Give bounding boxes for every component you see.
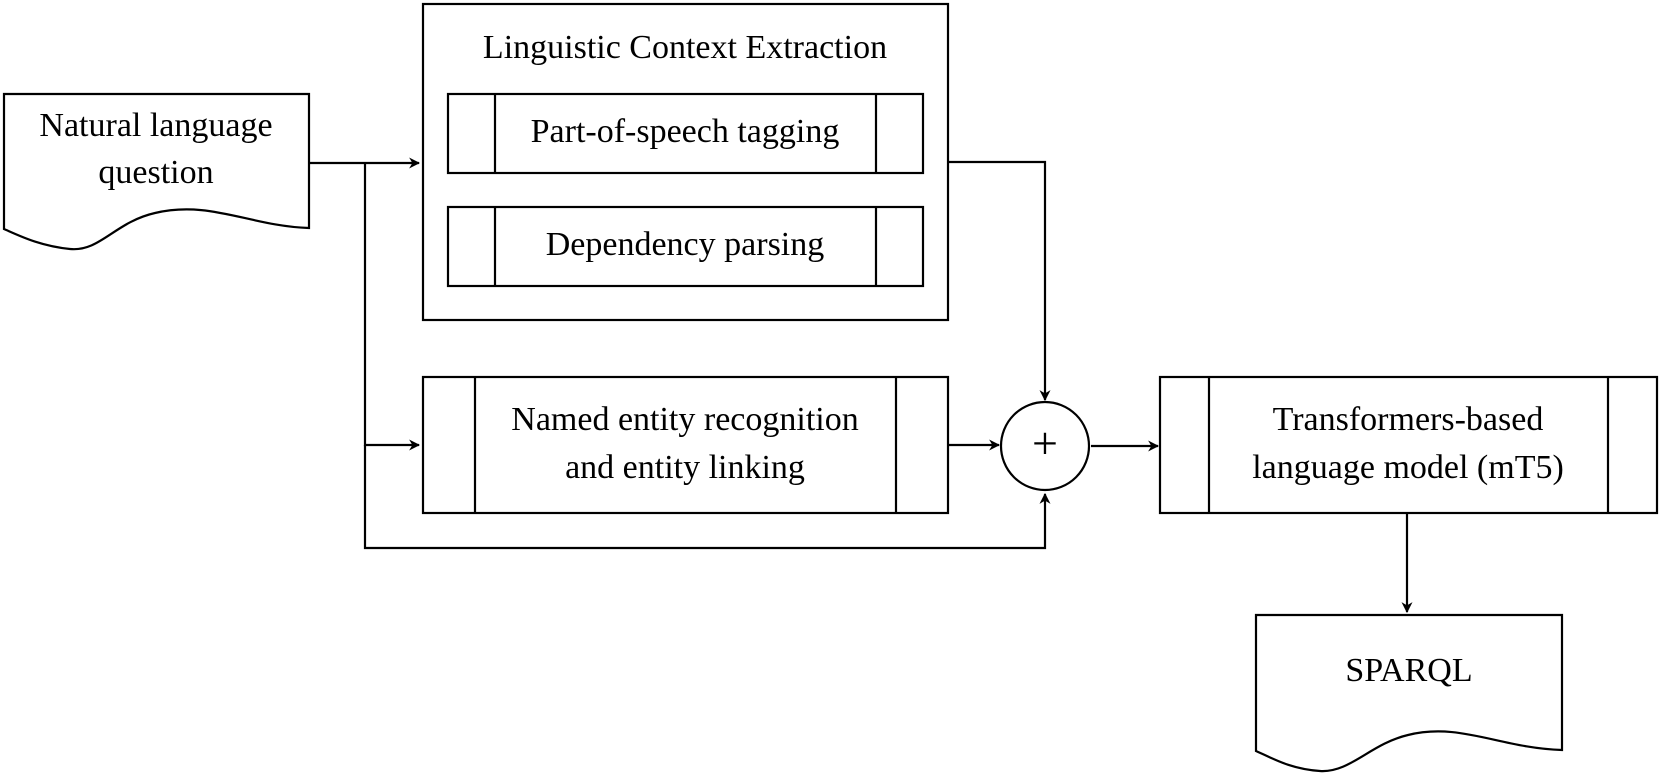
model-box xyxy=(1158,375,1659,515)
context-extraction-group: Linguistic Context Extraction Part-of-sp… xyxy=(421,2,950,322)
model-label-line2: language model (mT5) xyxy=(1252,449,1564,486)
dependency-parsing-box xyxy=(446,205,925,288)
model-label-line1: Transformers-based xyxy=(1273,401,1544,438)
ner-box xyxy=(421,375,950,515)
plus-icon: + xyxy=(1032,418,1058,469)
edge-context-to-combine xyxy=(948,160,1051,402)
pos-tagging-process: Part-of-speech tagging xyxy=(446,92,925,175)
dependency-parsing-process: Dependency parsing xyxy=(446,205,925,288)
combine-circle xyxy=(999,400,1091,492)
ner-process: Named entity recognition and entity link… xyxy=(421,375,950,515)
document-shape xyxy=(2,92,311,251)
output-document-shape xyxy=(1254,613,1564,773)
ner-label-line2: and entity linking xyxy=(565,449,805,486)
dependency-parsing-label: Dependency parsing xyxy=(546,226,825,263)
connectors xyxy=(310,157,1413,614)
model-process: Transformers-based language model (mT5) xyxy=(1158,375,1659,515)
pos-tagging-label: Part-of-speech tagging xyxy=(531,113,840,150)
input-document-node: Natural language question xyxy=(2,92,311,251)
combine-junction: + xyxy=(999,400,1091,492)
ner-label-line1: Named entity recognition xyxy=(511,401,858,438)
context-extraction-title: Linguistic Context Extraction xyxy=(483,29,887,66)
output-label: SPARQL xyxy=(1345,652,1472,689)
output-document-node: SPARQL xyxy=(1254,613,1564,773)
pos-tagging-box xyxy=(446,92,925,175)
edge-input-to-combine xyxy=(363,445,1051,550)
edge-input-to-ner xyxy=(363,163,421,451)
input-label-line1: Natural language xyxy=(39,107,272,144)
input-label-line2: question xyxy=(98,154,213,191)
